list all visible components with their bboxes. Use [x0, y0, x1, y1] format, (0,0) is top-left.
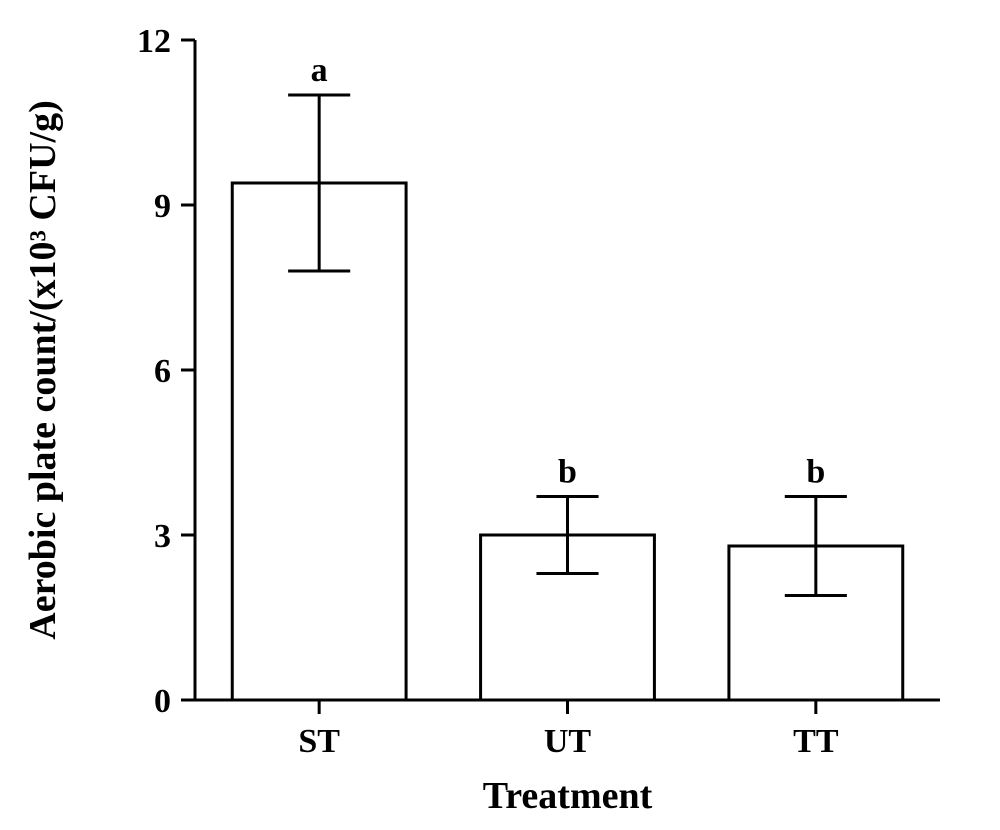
chart-svg: a ST b UT b TT 0 3 6 9 12 Treatment Aerobic plate co…	[0, 0, 1000, 830]
x-tick-label-st: ST	[298, 723, 340, 760]
y-tick-label-9: 9	[154, 188, 171, 225]
significance-label-st: a	[311, 52, 328, 89]
bar-chart: a ST b UT b TT 0 3 6 9 12 Treatment Aerobic plate co…	[0, 0, 1000, 830]
significance-label-ut: b	[558, 454, 577, 491]
x-axis-label: Treatment	[483, 775, 653, 817]
y-axis-label: Aerobic plate count/(x10³ CFU/g)	[22, 100, 64, 639]
x-tick-label-ut: UT	[544, 723, 592, 760]
x-tick-label-tt: TT	[793, 723, 839, 760]
y-tick-label-3: 3	[154, 518, 171, 555]
y-tick-label-6: 6	[154, 353, 171, 390]
chart-background	[0, 0, 1000, 830]
y-tick-label-12: 12	[137, 23, 171, 60]
significance-label-tt: b	[806, 454, 825, 491]
y-tick-label-0: 0	[154, 683, 171, 720]
